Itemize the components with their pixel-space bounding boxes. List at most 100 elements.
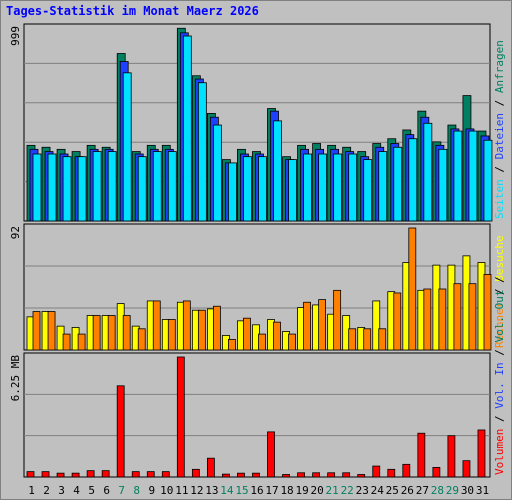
bar-hits-seiten-day-19 (303, 153, 312, 222)
side-label-part: Anfragen (493, 40, 506, 93)
bar-visits-rechner-day-9 (152, 300, 161, 351)
bar-visits-rechner-day-5 (92, 315, 101, 351)
day-label-6: 6 (103, 484, 110, 497)
bar-visits-rechner-day-27 (423, 288, 432, 351)
day-label-21: 21 (326, 484, 339, 497)
day-label-28: 28 (431, 484, 444, 497)
bar-hits-seiten-day-28 (438, 148, 448, 222)
bar-visits-besuche-day-24 (372, 300, 381, 351)
bar-hits-seiten-day-4 (77, 156, 87, 222)
bar-visits-rechner-day-6 (107, 315, 116, 351)
bar-volume-volumen-day-2 (41, 471, 50, 478)
bar-volume-volumen-day-15 (237, 472, 245, 478)
ytick-label-volume: 6.25 MB (9, 355, 22, 402)
bar-hits-seiten-day-5 (92, 151, 102, 222)
day-label-11: 11 (175, 484, 188, 497)
bar-hits-seiten-day-7 (122, 72, 132, 222)
bar-volume-volumen-day-24 (372, 465, 381, 478)
bar-volume-volumen-day-6 (101, 470, 110, 478)
day-label-1: 1 (28, 484, 35, 497)
bar-visits-rechner-day-18 (288, 333, 296, 351)
bar-visits-rechner-day-2 (47, 311, 56, 351)
bar-visits-rechner-day-8 (137, 328, 146, 351)
day-label-12: 12 (190, 484, 203, 497)
side-label-volume: Volumen / Vol. In / Vol. Out / (493, 276, 506, 475)
side-label-part: Vol. In (493, 362, 506, 408)
ytick-label-hits: 999 (9, 26, 22, 46)
bar-hits-seiten-day-10 (167, 151, 177, 222)
bar-hits-seiten-day-3 (62, 156, 72, 222)
bar-hits-seiten-day-31 (483, 139, 493, 222)
side-label-part: / (493, 409, 506, 429)
bar-visits-rechner-day-12 (197, 309, 206, 351)
day-label-4: 4 (73, 484, 80, 497)
bar-hits-seiten-day-21 (333, 153, 343, 222)
side-label-hits: Seiten / Dateien / Anfragen (493, 40, 506, 219)
day-label-25: 25 (386, 484, 399, 497)
bar-visits-rechner-day-20 (318, 299, 327, 351)
bar-hits-seiten-day-13 (212, 124, 222, 222)
bar-visits-rechner-day-26 (408, 227, 417, 351)
side-label-visits: Rechner / Besuche (493, 235, 506, 348)
bar-volume-volumen-day-19 (297, 472, 305, 478)
bar-volume-volumen-day-26 (402, 463, 411, 478)
bar-visits-rechner-day-22 (348, 328, 357, 351)
day-label-9: 9 (148, 484, 155, 497)
bar-visits-rechner-day-15 (243, 317, 251, 351)
bar-hits-seiten-day-2 (47, 153, 57, 222)
day-label-2: 2 (43, 484, 50, 497)
bar-volume-volumen-day-4 (71, 472, 80, 478)
bar-volume-volumen-day-16 (252, 472, 260, 478)
bar-volume-volumen-day-25 (387, 468, 396, 478)
bar-visits-rechner-day-21 (333, 289, 342, 351)
bar-visits-rechner-day-16 (258, 333, 266, 351)
bar-volume-volumen-day-30 (462, 460, 471, 478)
bar-volume-volumen-day-17 (267, 431, 275, 478)
bar-volume-volumen-day-3 (56, 472, 65, 478)
bar-hits-seiten-day-30 (468, 130, 478, 222)
day-label-31: 31 (476, 484, 489, 497)
bar-volume-volumen-day-11 (176, 356, 185, 478)
bar-visits-rechner-day-30 (468, 283, 477, 351)
side-label-part: Volumen (493, 429, 506, 475)
bar-volume-volumen-day-5 (86, 470, 95, 478)
day-label-30: 30 (461, 484, 474, 497)
bar-visits-rechner-day-10 (167, 319, 176, 351)
bar-hits-seiten-day-12 (197, 82, 207, 222)
bar-visits-rechner-day-4 (77, 333, 86, 351)
bar-visits-rechner-day-7 (122, 315, 131, 351)
bar-hits-seiten-day-24 (378, 151, 388, 222)
side-label-part: / (493, 282, 506, 302)
bar-hits-seiten-day-26 (408, 138, 418, 222)
day-label-7: 7 (118, 484, 125, 497)
bar-volume-volumen-day-18 (282, 474, 290, 478)
bar-volume-volumen-day-10 (161, 471, 170, 478)
side-label-part: / (493, 343, 506, 363)
bar-volume-volumen-day-14 (222, 473, 230, 478)
day-label-26: 26 (401, 484, 414, 497)
bar-visits-rechner-day-29 (453, 283, 462, 351)
bar-hits-seiten-day-27 (423, 122, 433, 222)
bar-visits-rechner-day-13 (212, 305, 221, 351)
day-label-14: 14 (220, 484, 234, 497)
day-label-13: 13 (205, 484, 218, 497)
bar-volume-volumen-day-29 (447, 435, 456, 478)
bar-visits-rechner-day-3 (62, 333, 71, 351)
day-label-19: 19 (295, 484, 308, 497)
day-label-17: 17 (265, 484, 278, 497)
bar-visits-rechner-day-11 (182, 300, 191, 351)
bar-volume-volumen-day-9 (146, 471, 155, 478)
day-label-29: 29 (446, 484, 459, 497)
side-label-part: / (493, 159, 506, 179)
bar-visits-rechner-day-28 (438, 288, 447, 351)
side-label-part: Dateien (493, 113, 506, 159)
day-label-3: 3 (58, 484, 65, 497)
bar-volume-volumen-day-21 (327, 472, 336, 478)
bar-hits-seiten-day-22 (348, 153, 358, 222)
bar-volume-volumen-day-12 (191, 468, 200, 478)
bar-visits-rechner-day-24 (378, 328, 387, 351)
day-label-23: 23 (356, 484, 369, 497)
bar-visits-rechner-day-25 (393, 292, 402, 351)
bar-hits-seiten-day-8 (137, 156, 147, 222)
bar-volume-volumen-day-22 (342, 472, 351, 478)
